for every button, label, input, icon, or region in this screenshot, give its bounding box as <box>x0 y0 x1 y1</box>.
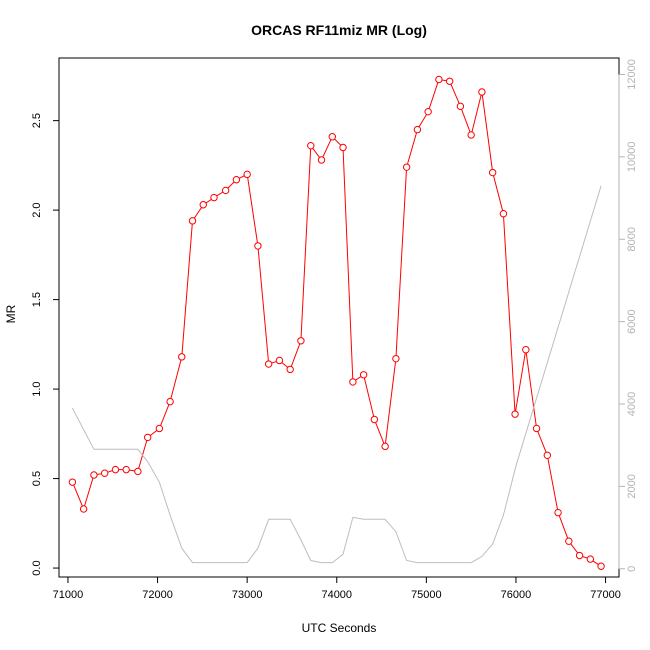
x-tick-label: 74000 <box>321 589 352 601</box>
series-0-point <box>178 353 186 361</box>
y-tick-label: 2.5 <box>31 113 43 128</box>
series-layer <box>68 75 605 570</box>
series-0-point <box>199 201 207 209</box>
series-0-point <box>532 424 541 433</box>
series-0-point <box>188 217 197 225</box>
series-0-point <box>597 562 605 570</box>
series-0-point <box>370 415 379 424</box>
y2-tick-label: 0 <box>626 566 638 572</box>
plot-frame <box>58 57 620 578</box>
series-0-point <box>339 143 347 152</box>
series-0-point <box>565 537 573 545</box>
x-tick-label: 77000 <box>590 589 621 601</box>
series-0-point <box>467 131 475 139</box>
x-tick-label: 72000 <box>142 589 173 601</box>
x-tick-label: 76000 <box>501 589 532 601</box>
series-0-point <box>243 170 251 179</box>
series-0-point <box>68 478 77 486</box>
series-0-point <box>586 555 595 563</box>
series-0-point <box>221 186 230 195</box>
y-tick-label: 0.0 <box>31 560 43 575</box>
y2-tick-label: 10000 <box>626 142 638 173</box>
series-0-point <box>155 424 164 433</box>
x-tick-label: 75000 <box>411 589 442 601</box>
series-0-point <box>424 107 432 116</box>
series-0-point <box>543 451 552 460</box>
y-tick-label: 1.0 <box>31 381 43 396</box>
series-0-point <box>100 469 109 477</box>
y2-tick-label: 12000 <box>626 59 638 90</box>
series-0-point <box>232 175 241 184</box>
series-0-point <box>554 508 562 517</box>
series-0-point <box>275 356 284 365</box>
x-axis-label: UTC Seconds <box>302 621 377 635</box>
series-0-point <box>499 210 508 218</box>
series-0-point <box>435 75 443 84</box>
series-1-line <box>71 185 602 564</box>
series-0-point <box>264 360 273 368</box>
y-axis: 0.0 0.5 1.0 1.5 2.0 2.5 <box>31 113 60 576</box>
series-0-point <box>445 77 454 85</box>
series-0-point <box>317 156 326 164</box>
y2-tick-label: 2000 <box>626 474 638 498</box>
series-0-point <box>79 505 88 513</box>
series-0-point <box>575 551 584 560</box>
x-axis: 71000 72000 73000 74000 75000 76000 77000 <box>53 576 621 601</box>
series-0-point <box>359 371 368 379</box>
y2-axis: 0 2000 4000 6000 8000 10000 12000 <box>618 59 638 572</box>
series-0-point <box>392 354 400 363</box>
y2-tick-label: 4000 <box>626 392 638 416</box>
y-tick-label: 1.5 <box>31 292 43 307</box>
series-0-point <box>90 471 98 479</box>
series-0-line <box>71 78 602 567</box>
series-0-point <box>349 378 357 386</box>
y-tick-label: 0.5 <box>31 471 43 486</box>
x-tick-label: 71000 <box>53 589 84 601</box>
series-0-point <box>413 125 422 134</box>
y2-tick-label: 6000 <box>626 309 638 333</box>
series-0-point <box>456 102 465 111</box>
series-0-point <box>307 141 315 150</box>
series-0-point <box>111 465 120 474</box>
y-tick-label: 2.0 <box>31 202 43 217</box>
series-0-point <box>511 410 519 418</box>
series-0-point <box>297 337 305 345</box>
series-0-point <box>122 465 130 474</box>
series-0-point <box>328 133 336 141</box>
chart-title: ORCAS RF11miz MR (Log) <box>251 22 427 38</box>
x-tick-label: 73000 <box>232 589 263 601</box>
series-0-point <box>166 397 174 406</box>
y-axis-label: MR <box>4 304 18 323</box>
series-0-point <box>522 346 530 354</box>
series-0-point <box>381 442 389 451</box>
series-0-point <box>134 467 142 476</box>
series-0-point <box>286 365 294 374</box>
series-0-point <box>254 242 262 250</box>
series-0-point <box>210 193 218 202</box>
series-0-point <box>402 163 411 171</box>
series-0-point <box>488 168 497 177</box>
series-0-point <box>478 88 486 96</box>
series-0-point <box>144 433 152 442</box>
y2-tick-label: 8000 <box>626 227 638 251</box>
